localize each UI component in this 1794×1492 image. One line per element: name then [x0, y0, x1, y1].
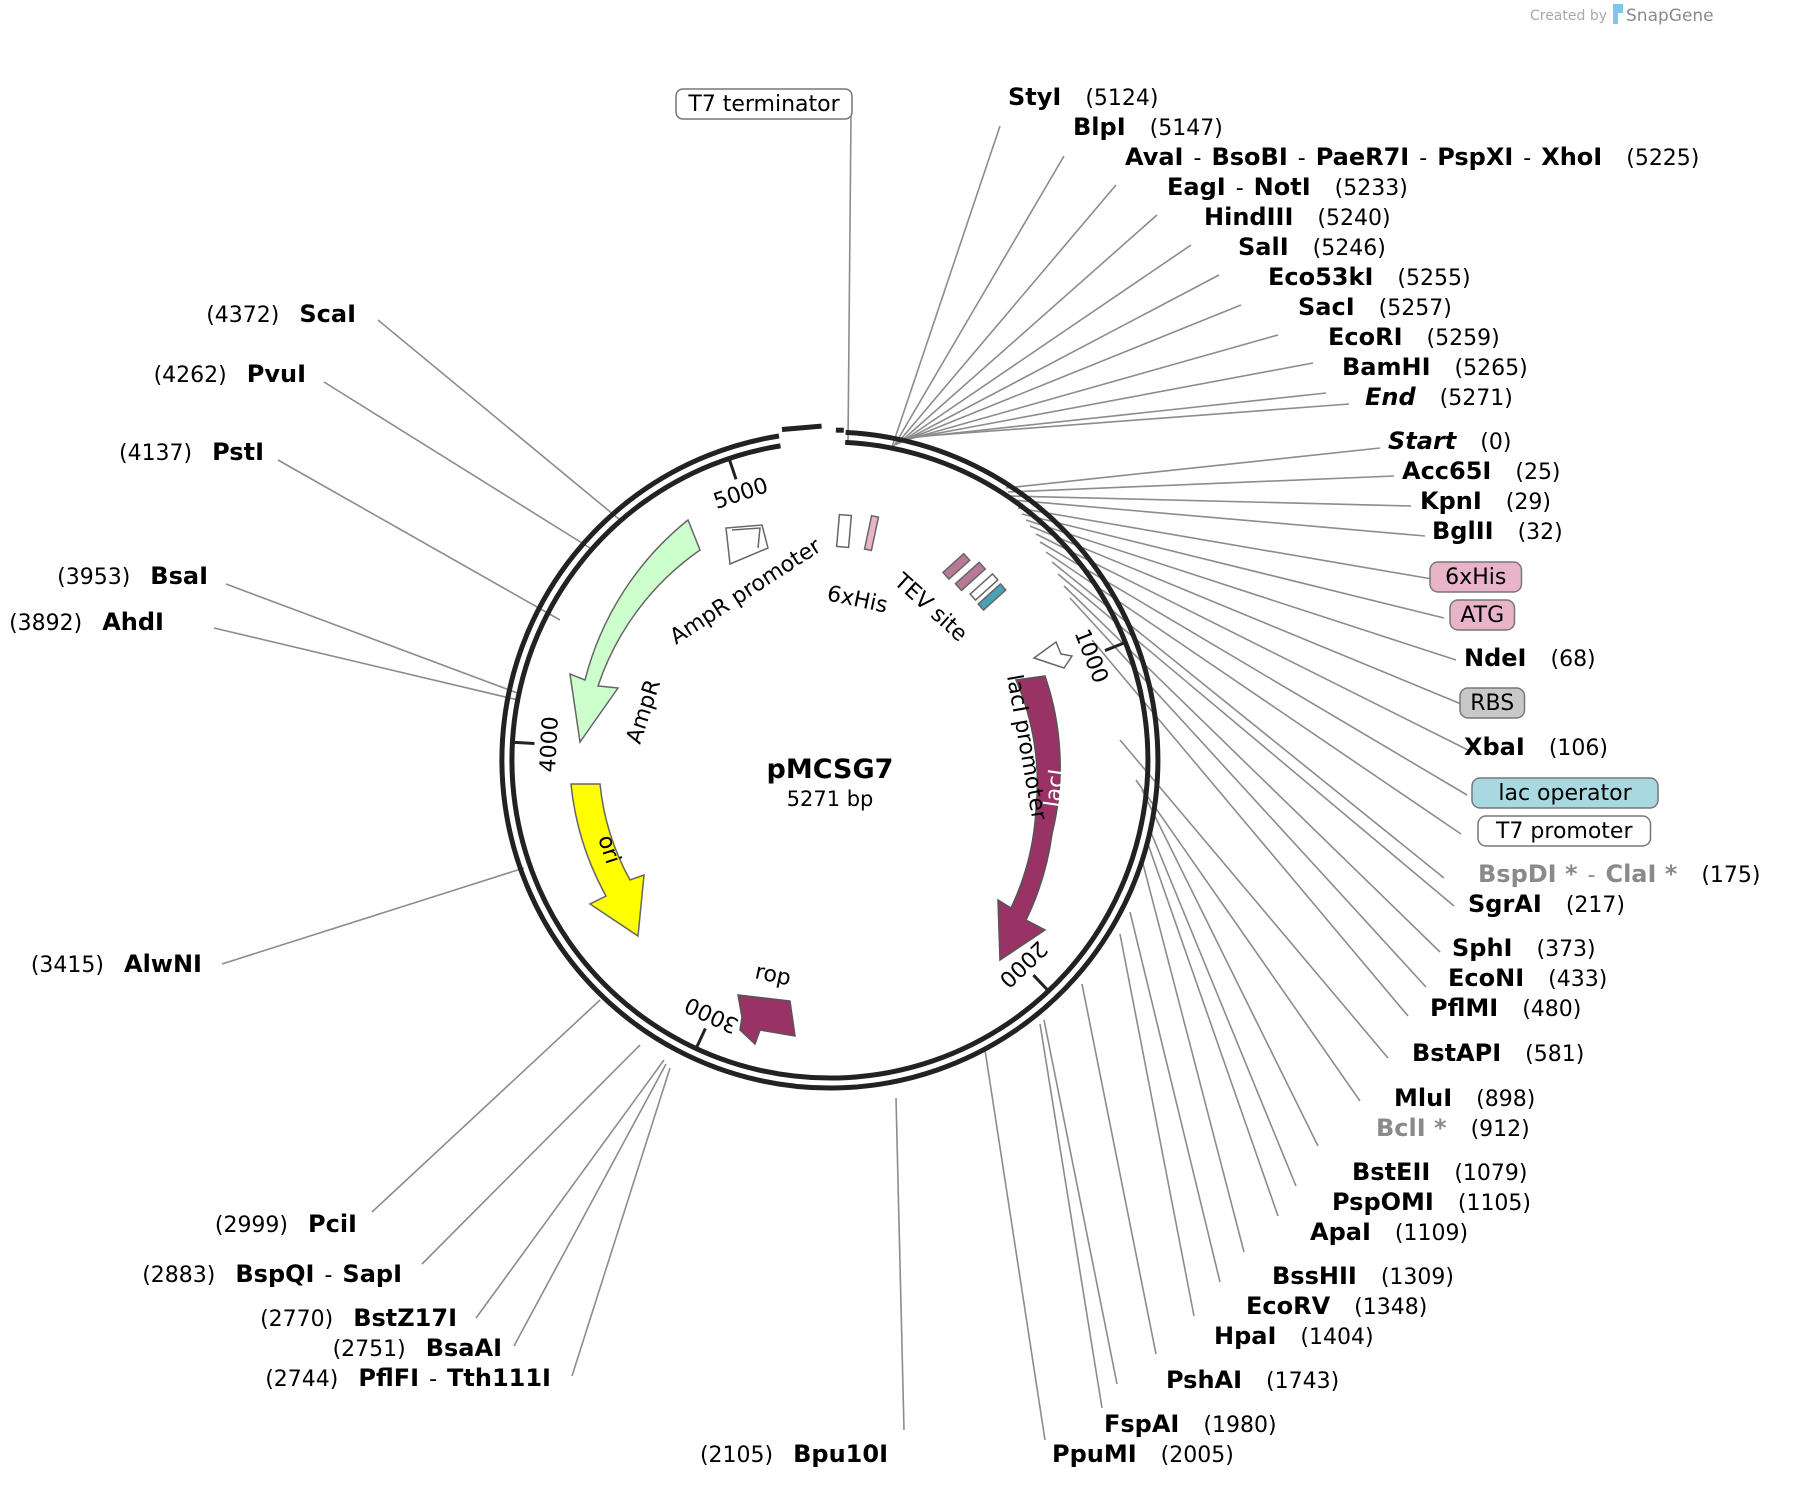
feature-box [1449, 599, 1516, 631]
his-feature-top [863, 514, 880, 552]
tick-mark [514, 740, 535, 746]
tick-label: 4000 [536, 716, 564, 773]
feature-box [1459, 687, 1526, 719]
site-label: MluI (898) [1394, 1084, 1535, 1112]
site-label: Acc65I (25) [1402, 457, 1561, 485]
site-label: AvaI - BsoBI - PaeR7I - PspXI - XhoI (5225) [1125, 143, 1699, 171]
tick-label: 3000 [681, 991, 742, 1037]
site-label: (3415) AlwNI [31, 950, 202, 978]
feature-box-label: lac operator [1498, 781, 1632, 806]
site-label: Start (0) [1388, 427, 1511, 455]
feature-box-label: ATG [1460, 603, 1504, 628]
laci-promoter-feature [1032, 640, 1074, 669]
ampr-feature [569, 518, 701, 744]
his-inner-label: 6xHis [825, 581, 890, 618]
feature-box [1429, 561, 1523, 593]
rop-label: rop [753, 959, 793, 991]
tick-mark [1032, 974, 1049, 991]
t7-terminator-feature [835, 513, 853, 549]
site-label: KpnI (29) [1420, 487, 1551, 515]
feature-box-label: RBS [1470, 691, 1514, 716]
site-label: HindIII (5240) [1204, 203, 1391, 231]
ampr-promoter-feature [725, 524, 769, 566]
t7-terminator-box: T7 terminator [675, 88, 853, 120]
rbs-feature [969, 572, 999, 602]
site-label: NdeI (68) [1464, 644, 1596, 672]
left-site-labels: (4372) ScaI (4262) PvuI (4137) PstI (3953) BsaI… [9, 300, 888, 1468]
ampr-label: AmpR [622, 677, 666, 747]
credit-prefix: Created by [1530, 8, 1607, 24]
feature-box-label: T7 promoter [1495, 819, 1633, 844]
site-label: PflMI (480) [1430, 994, 1581, 1022]
site-label: (3953) BsaI [57, 562, 208, 590]
laci-label: lacI [1040, 768, 1070, 809]
tick-mark [695, 1027, 707, 1048]
site-label: PshAI (1743) [1166, 1366, 1339, 1394]
site-label: BstEII (1079) [1352, 1158, 1527, 1186]
rop-feature [737, 994, 796, 1046]
plasmid-name: pMCSG7 [767, 754, 894, 785]
tev-feature-a [954, 561, 987, 592]
t7-terminator-text: T7 terminator [687, 92, 840, 117]
site-label: (3892) AhdI [9, 608, 164, 636]
site-label: (2883) BspQI - SapI [142, 1260, 402, 1288]
site-label: XbaI (106) [1464, 733, 1608, 761]
site-label: (2751) BsaAI [333, 1334, 502, 1362]
tick-mark [728, 459, 738, 480]
laci-feature [997, 675, 1061, 962]
site-label: BamHI (5265) [1342, 353, 1528, 381]
site-label: EcoRV (1348) [1246, 1292, 1427, 1320]
backbone [499, 423, 1161, 1091]
site-label: SalI (5246) [1238, 233, 1386, 261]
site-label: BssHII (1309) [1272, 1262, 1454, 1290]
his-feature-right [941, 552, 971, 581]
site-label: BstAPI (581) [1412, 1039, 1584, 1067]
site-label: (2999) PciI [215, 1210, 357, 1238]
feature-box [1477, 815, 1652, 847]
site-label: Eco53kI (5255) [1268, 263, 1471, 291]
site-label: PpuMI (2005) [1052, 1440, 1234, 1468]
site-label: EagI - NotI (5233) [1167, 173, 1408, 201]
snapgene-logo-icon [1613, 4, 1623, 24]
features [569, 513, 1074, 1046]
site-label: StyI (5124) [1008, 83, 1159, 111]
tick-mark [1104, 641, 1125, 652]
feature-box [1471, 777, 1659, 809]
site-label: (4262) PvuI [154, 360, 306, 388]
site-label: EcoNI (433) [1448, 964, 1607, 992]
site-label: SacI (5257) [1298, 293, 1452, 321]
lac-operator-feature [977, 582, 1007, 612]
site-label: FspAI (1980) [1104, 1410, 1277, 1438]
leader-lines [213, 114, 1471, 1441]
site-label: SgrAI (217) [1468, 890, 1625, 918]
site-label: End (5271) [1365, 383, 1513, 411]
site-label: EcoRI (5259) [1328, 323, 1500, 351]
site-label: (2744) PflFI - Tth111I [265, 1364, 551, 1392]
right-site-labels: StyI (5124)BlpI (5147)AvaI - BsoBI - PaeR7I - Ps… [1008, 83, 1761, 1468]
site-label: BspDI * - ClaI * (175) [1478, 860, 1761, 888]
site-label: ApaI (1109) [1310, 1218, 1468, 1246]
feature-box-label: 6xHis [1445, 565, 1506, 590]
site-label: BlpI (5147) [1073, 113, 1223, 141]
site-label: PspOMI (1105) [1332, 1188, 1531, 1216]
site-label: HpaI (1404) [1214, 1322, 1374, 1350]
site-label: (2105) Bpu10I [700, 1440, 888, 1468]
site-label: (2770) BstZ17I [260, 1304, 457, 1332]
snapgene-credit: Created by SnapGene [1530, 4, 1714, 26]
site-label: (4137) PstI [119, 438, 264, 466]
site-label: SphI (373) [1452, 934, 1596, 962]
tick-label: 5000 [710, 473, 771, 514]
credit-brand: SnapGene [1626, 6, 1714, 26]
ori-feature [570, 783, 645, 938]
site-label: (4372) ScaI [206, 300, 356, 328]
site-label: BclI * (912) [1376, 1114, 1530, 1142]
plasmid-length: 5271 bp [787, 787, 874, 811]
site-label: BglII (32) [1432, 517, 1563, 545]
